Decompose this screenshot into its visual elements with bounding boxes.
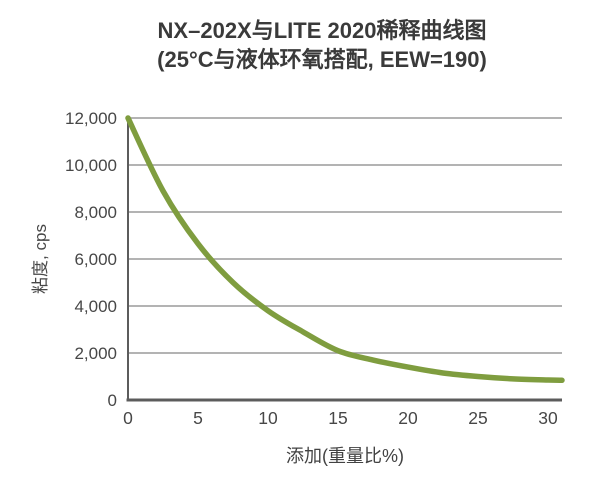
y-tick-label: 8,000 xyxy=(74,203,117,222)
y-axis-label: 粘度, cps xyxy=(31,224,50,294)
x-tick-label: 25 xyxy=(468,408,487,428)
chart-title-line1: NX–202X与LITE 2020稀释曲线图 xyxy=(157,18,487,43)
x-tick-label: 30 xyxy=(538,408,558,428)
y-tick-label: 12,000 xyxy=(65,109,117,128)
dilution-curve xyxy=(125,115,565,384)
y-tick-label: 2,000 xyxy=(74,344,117,363)
chart-title-line2: (25°C与液体环氧搭配, EEW=190) xyxy=(157,47,487,73)
y-tick-label: 6,000 xyxy=(74,250,117,269)
x-tick-label: 0 xyxy=(123,408,133,428)
x-axis-label: 添加(重量比%) xyxy=(286,446,404,466)
chart-title: NX–202X与LITE 2020稀释曲线图 (25°C与液体环氧搭配, EEW… xyxy=(22,16,600,74)
x-tick-label: 5 xyxy=(193,408,203,428)
y-tick-label: 4,000 xyxy=(74,297,117,316)
x-tick-label: 10 xyxy=(258,408,278,428)
y-tick-label: 10,000 xyxy=(65,156,117,175)
y-tick-labels: 0 2,000 4,000 6,000 8,000 10,000 12,000 xyxy=(65,109,117,410)
x-tick-label: 15 xyxy=(328,408,347,428)
y-tick-label: 0 xyxy=(108,391,117,410)
x-tick-labels: 0 5 10 15 20 25 30 xyxy=(123,408,558,428)
x-tick-label: 20 xyxy=(398,408,418,428)
